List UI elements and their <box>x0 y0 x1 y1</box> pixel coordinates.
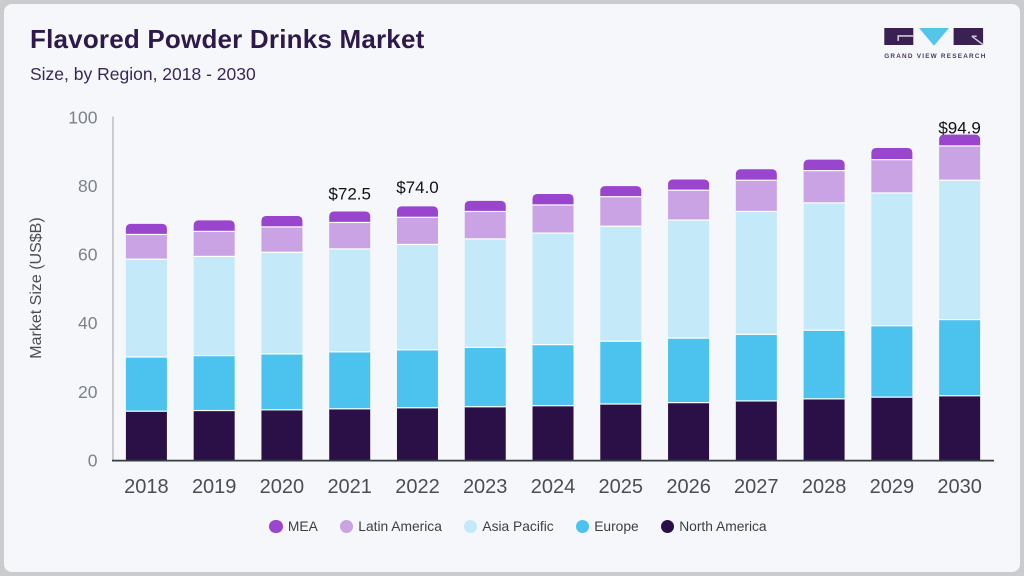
svg-text:2024: 2024 <box>531 476 576 498</box>
svg-text:2026: 2026 <box>666 476 711 498</box>
svg-text:Market Size (US$B): Market Size (US$B) <box>28 217 45 358</box>
svg-text:2029: 2029 <box>870 476 915 498</box>
svg-text:2028: 2028 <box>802 476 847 498</box>
svg-text:2030: 2030 <box>937 476 982 498</box>
svg-text:$72.5: $72.5 <box>328 185 371 204</box>
svg-text:100: 100 <box>68 107 97 127</box>
svg-text:80: 80 <box>78 176 98 196</box>
svg-text:2019: 2019 <box>192 476 237 498</box>
svg-text:$94.9: $94.9 <box>938 119 981 138</box>
svg-text:2022: 2022 <box>395 476 440 498</box>
svg-text:40: 40 <box>78 313 98 333</box>
svg-text:2018: 2018 <box>124 476 169 498</box>
svg-text:20: 20 <box>78 382 98 402</box>
svg-text:2023: 2023 <box>463 476 508 498</box>
svg-text:2025: 2025 <box>599 476 644 498</box>
svg-text:$74.0: $74.0 <box>396 178 439 197</box>
svg-text:2020: 2020 <box>260 476 305 498</box>
svg-text:2027: 2027 <box>734 476 779 498</box>
svg-text:60: 60 <box>78 245 98 265</box>
svg-text:GRAND VIEW RESEARCH: GRAND VIEW RESEARCH <box>884 53 986 60</box>
svg-text:2021: 2021 <box>327 476 372 498</box>
svg-text:0: 0 <box>88 451 98 471</box>
